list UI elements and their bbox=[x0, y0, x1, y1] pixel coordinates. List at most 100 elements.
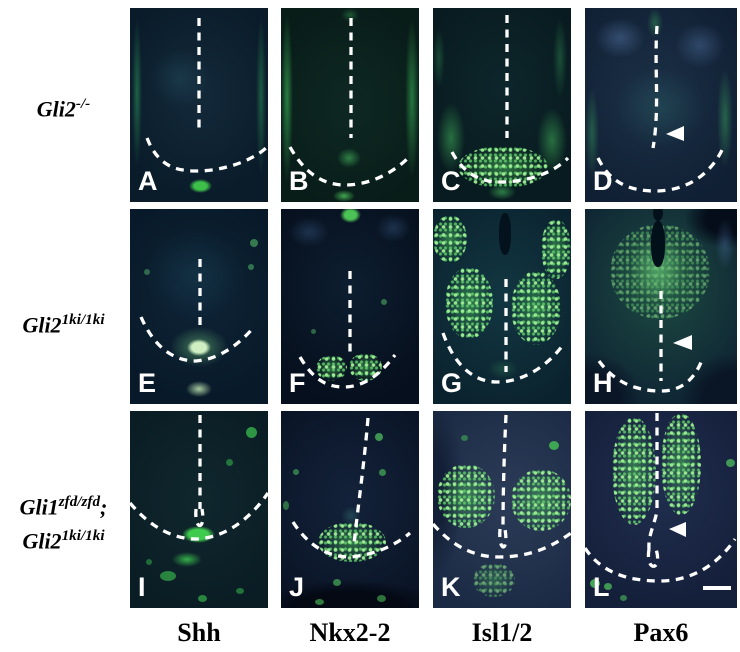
fluorescence-patch bbox=[236, 588, 244, 594]
midline-dashed-line bbox=[501, 414, 508, 530]
fluorescence-patch bbox=[541, 219, 571, 279]
ventral-boundary-dashed-line bbox=[288, 146, 410, 187]
fluorescence-patch bbox=[405, 18, 419, 178]
allele-superscript: 1ki/1ki bbox=[61, 527, 105, 545]
fluorescence-patch bbox=[437, 103, 465, 173]
fluorescence-patch bbox=[511, 271, 561, 345]
fluorescence-patch bbox=[337, 148, 361, 168]
gene-name: Gli2 bbox=[22, 312, 62, 338]
fluorescence-patch bbox=[675, 23, 725, 68]
annotation-overlay bbox=[596, 25, 725, 193]
ventral-boundary-dashed-line bbox=[597, 356, 705, 393]
ventral-boundary-dashed-line bbox=[433, 522, 571, 559]
panel-letter: H bbox=[593, 368, 613, 398]
midline-dashed-line bbox=[647, 413, 659, 550]
panel-letter: E bbox=[138, 368, 157, 398]
fluorescence-patch bbox=[473, 563, 515, 597]
fluorescence-patch bbox=[250, 239, 258, 247]
annotation-overlay bbox=[450, 15, 570, 184]
fluorescence-patch bbox=[293, 469, 299, 475]
row-label-gli2-1ki: Gli21ki/1ki bbox=[0, 306, 127, 339]
fluorescence-patch bbox=[726, 459, 735, 467]
column-label-pax6: Pax6 bbox=[633, 618, 689, 647]
fluorescence-patch bbox=[620, 595, 627, 601]
row-label-gli1zfd-gli2-1ki: Gli1zfd/zfd; Gli21ki/1ki bbox=[0, 487, 127, 556]
ventral-boundary-dashed-line bbox=[291, 521, 412, 559]
fluorescence-patch bbox=[590, 579, 600, 588]
fluorescence-patch bbox=[315, 599, 324, 605]
ventral-boundary-dashed-line bbox=[441, 332, 565, 384]
midline-dashed-line bbox=[651, 25, 659, 149]
ventral-boundary-dashed-line bbox=[596, 147, 725, 193]
fluorescence-patch bbox=[316, 355, 347, 381]
gene-name: Gli1 bbox=[19, 494, 59, 520]
micrograph-panel-j: J bbox=[281, 411, 419, 608]
micrograph-panel-c: C bbox=[433, 8, 571, 202]
fluorescence-patch bbox=[437, 464, 495, 528]
fluorescence-patch bbox=[511, 469, 571, 531]
fluorescence-patch bbox=[341, 8, 359, 22]
fluorescence-patch bbox=[553, 18, 567, 98]
annotation-overlay bbox=[288, 18, 410, 187]
row-label-gli2-null: Gli2-/- bbox=[0, 90, 127, 123]
panel-letter: G bbox=[441, 368, 463, 398]
fluorescence-patch bbox=[289, 217, 329, 247]
micrograph-panel-e: E bbox=[130, 209, 268, 404]
fluorescence-patch bbox=[604, 583, 612, 590]
fluorescence-patch bbox=[283, 501, 289, 510]
panel-letter: L bbox=[593, 572, 610, 602]
allele-superscript: 1ki/1ki bbox=[61, 311, 105, 328]
fluorescence-patch bbox=[145, 229, 245, 319]
arrowhead-icon bbox=[666, 126, 684, 141]
ventricle-slit bbox=[651, 221, 665, 267]
fluorescence-patch bbox=[189, 179, 212, 193]
allele-superscript: -/- bbox=[75, 95, 91, 112]
fluorescence-patch bbox=[144, 269, 150, 275]
fluorescence-patch bbox=[615, 68, 705, 148]
fluorescence-patch bbox=[445, 267, 493, 339]
fluorescence-patch bbox=[311, 329, 316, 334]
separator: ; bbox=[100, 494, 108, 520]
panel-letter: F bbox=[289, 368, 306, 398]
fluorescence-patch bbox=[537, 108, 567, 173]
fluorescence-patch bbox=[488, 184, 516, 200]
ventral-boundary-dashed-line bbox=[139, 316, 256, 363]
ventral-boundary-dashed-line bbox=[130, 492, 268, 541]
fluorescence-patch bbox=[187, 339, 211, 356]
micrograph-panel-l: L bbox=[585, 411, 737, 608]
micrograph-panel-f: F bbox=[281, 209, 419, 404]
ventricle-slit bbox=[499, 213, 511, 255]
fluorescence-patch bbox=[281, 13, 293, 183]
fluorescence-patch bbox=[248, 264, 254, 270]
column-label-isl1-2: Isl1/2 bbox=[471, 618, 533, 647]
gene-name: Gli2 bbox=[36, 96, 76, 122]
fluorescence-patch bbox=[340, 209, 361, 223]
fluorescence-patch bbox=[376, 214, 411, 242]
fluorescence-patch bbox=[647, 8, 663, 38]
ventral-boundary-dashed-line bbox=[298, 354, 397, 389]
fluorescence-patch bbox=[172, 552, 202, 567]
panel-letter: I bbox=[138, 572, 146, 602]
fluorescence-patch bbox=[379, 469, 386, 476]
fluorescence-patch bbox=[461, 435, 468, 441]
ventral-boundary-dashed-line bbox=[145, 137, 268, 173]
micrograph-panel-b: B bbox=[281, 8, 419, 202]
annotation-overlay bbox=[298, 271, 397, 389]
ventral-boundary-dashed-line bbox=[450, 151, 570, 184]
fluorescence-patch bbox=[256, 16, 266, 176]
micrograph-panel-g: G bbox=[433, 209, 571, 404]
micrograph-panel-k: K bbox=[433, 411, 571, 608]
midline-loop-dashed-line bbox=[646, 548, 660, 568]
fluorescence-patch bbox=[198, 595, 207, 602]
annotation-overlay bbox=[597, 291, 705, 393]
fluorescence-patch bbox=[377, 595, 386, 602]
column-label-shh: Shh bbox=[177, 618, 221, 647]
fluorescence-patch bbox=[433, 215, 467, 263]
panel-letter: C bbox=[441, 166, 461, 196]
scale-bar bbox=[703, 586, 731, 590]
fluorescence-patch bbox=[488, 359, 518, 379]
ventral-boundary-dashed-line bbox=[585, 538, 737, 583]
micrograph-panel-i: I bbox=[130, 411, 268, 608]
ventricle-slit bbox=[653, 209, 663, 221]
annotation-overlay bbox=[145, 18, 268, 173]
